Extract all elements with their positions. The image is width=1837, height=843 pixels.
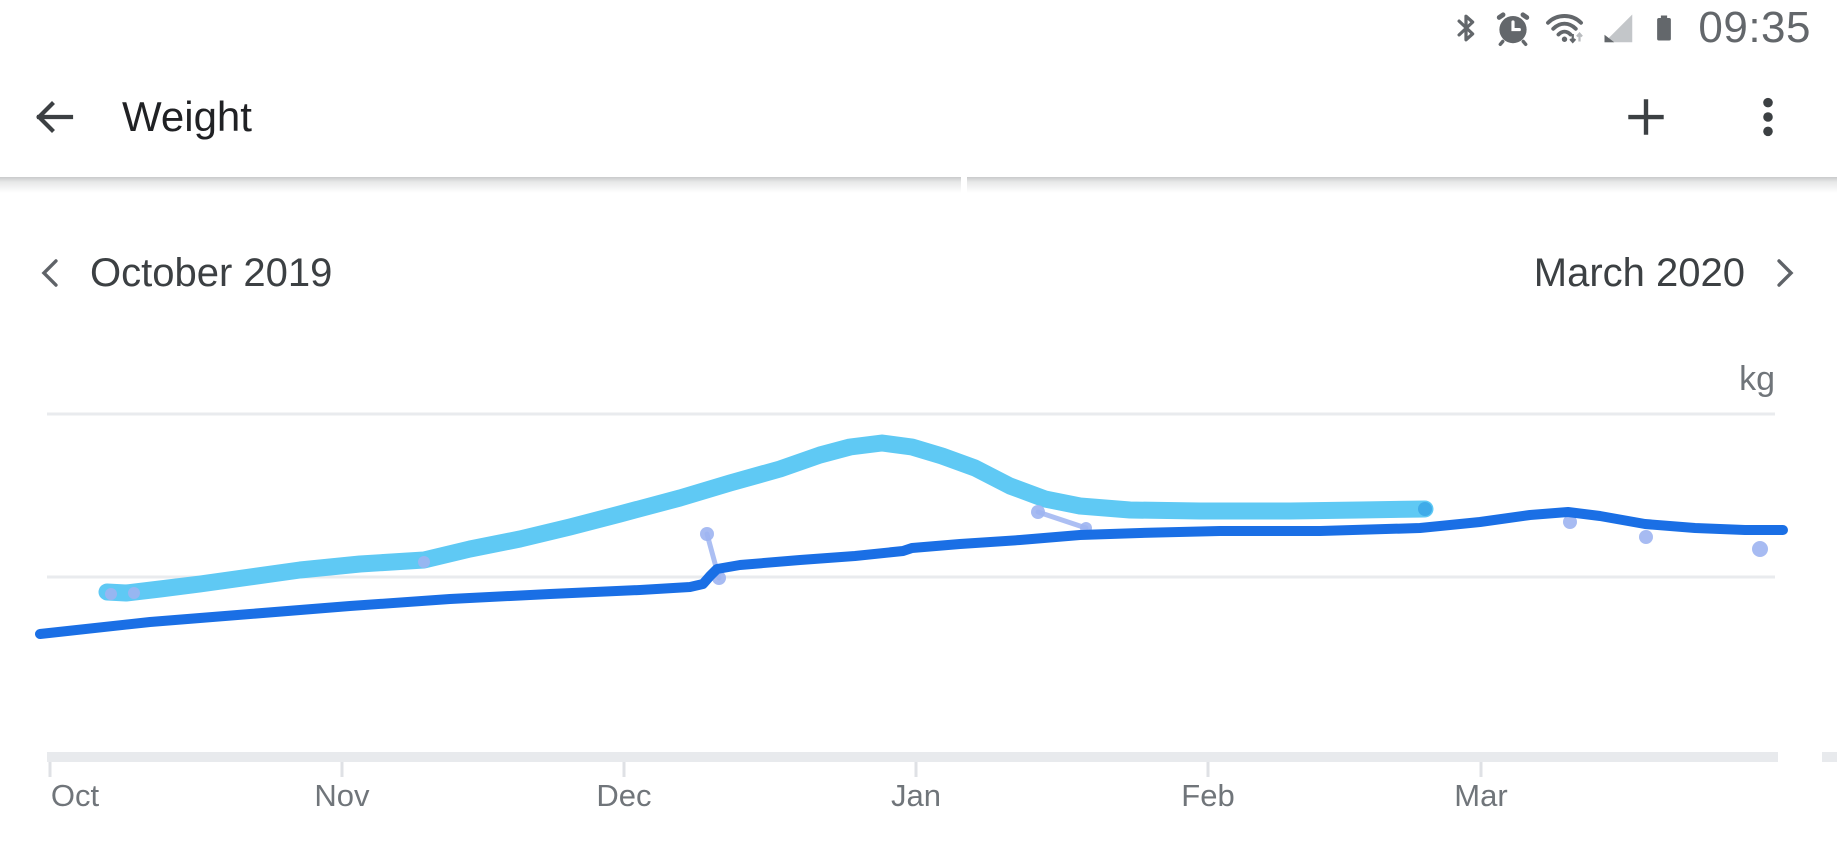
appbar-divider	[0, 177, 1837, 195]
x-axis-label: Nov	[314, 778, 370, 813]
series-october-2019	[98, 434, 1434, 602]
prev-month-group: October 2019	[34, 238, 332, 308]
x-axis-label: Feb	[1181, 778, 1234, 813]
series-march-2020	[35, 507, 1788, 639]
data-point-marker	[700, 527, 714, 541]
kebab-menu-icon	[1763, 97, 1773, 136]
divider-left-segment	[0, 177, 961, 195]
month-navigation: October 2019 March 2020	[0, 238, 1837, 308]
unit-label: kg	[1739, 360, 1775, 398]
next-month-label: March 2020	[1533, 250, 1745, 295]
chevron-right-icon	[1777, 259, 1794, 287]
status-time: 09:35	[1698, 3, 1811, 52]
x-axis-label: Oct	[51, 778, 100, 813]
data-point-marker	[105, 588, 117, 600]
prev-month-button[interactable]	[34, 253, 68, 293]
data-point-marker	[1031, 505, 1045, 519]
alarm-clock-icon	[1497, 12, 1530, 47]
next-month-group: March 2020	[1534, 238, 1801, 308]
cell-signal-icon	[1604, 14, 1633, 43]
x-axis-label: Jan	[891, 778, 941, 813]
add-entry-button[interactable]	[1621, 92, 1671, 142]
plus-icon	[1628, 98, 1664, 135]
overflow-menu-button[interactable]	[1745, 94, 1791, 140]
back-button[interactable]	[30, 93, 78, 141]
bluetooth-icon	[1457, 14, 1475, 42]
data-point-marker	[1639, 530, 1653, 544]
data-point-marker	[1563, 515, 1577, 529]
back-arrow-icon	[36, 100, 74, 133]
x-axis-bar-next-segment	[1822, 752, 1837, 762]
prev-month-label: October 2019	[90, 250, 333, 295]
data-point-marker	[1752, 541, 1768, 557]
wifi-icon	[1546, 14, 1584, 44]
data-point-marker	[418, 556, 430, 568]
page-title: Weight	[122, 92, 252, 140]
app-bar: Weight	[0, 56, 1837, 177]
battery-icon	[1657, 15, 1672, 41]
x-axis-label: Mar	[1454, 778, 1507, 813]
next-month-button[interactable]	[1767, 253, 1801, 293]
chevron-left-icon	[41, 259, 58, 287]
series-end-dot	[1418, 502, 1432, 516]
status-bar: 09:35	[0, 0, 1837, 56]
divider-right-segment	[967, 177, 1837, 195]
data-connector	[1035, 509, 1089, 531]
x-axis-label: Dec	[596, 778, 651, 813]
x-axis-bar	[47, 752, 1778, 762]
data-point-marker	[128, 587, 140, 599]
